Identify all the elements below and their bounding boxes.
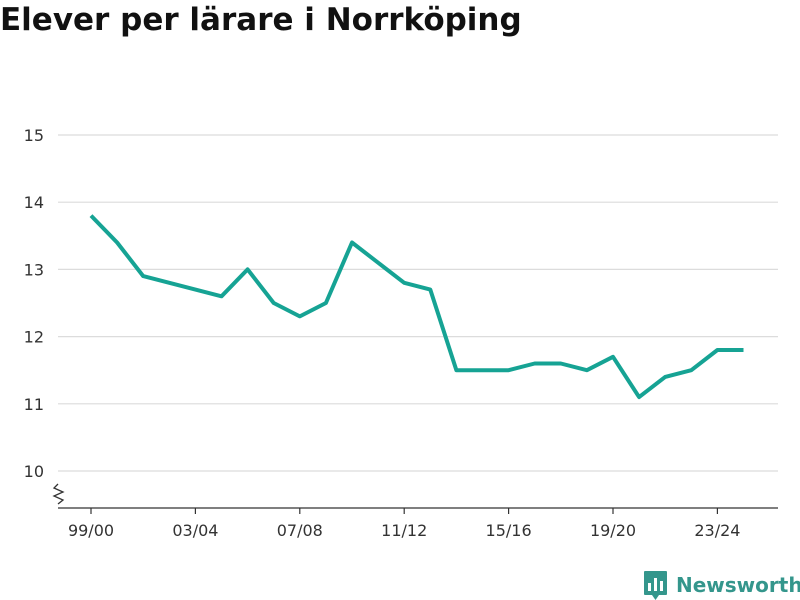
brand-logo: Newsworthy	[643, 569, 800, 600]
x-tick-label: 07/08	[277, 521, 323, 540]
x-tick-label: 23/24	[694, 521, 740, 540]
x-tick-label: 99/00	[68, 521, 114, 540]
x-tick-label: 11/12	[381, 521, 427, 540]
y-tick-label: 15	[24, 126, 44, 145]
y-tick-label: 13	[24, 260, 44, 279]
x-tick-label: 15/16	[486, 521, 532, 540]
y-tick-label: 10	[24, 462, 44, 481]
y-tick-label: 14	[24, 193, 44, 212]
y-axis-break-mark	[52, 483, 65, 505]
chart-title: Elever per lärare i Norrköping	[0, 2, 522, 38]
y-axis-tick-labels: 10 11 12 13 14 15	[24, 126, 65, 505]
y-tick-label: 12	[24, 328, 44, 347]
bar-chart-speech-bubble-icon	[644, 570, 667, 600]
x-tick-label: 03/04	[172, 521, 218, 540]
gridlines	[58, 134, 778, 472]
y-tick-label: 11	[24, 395, 44, 414]
series-line	[89, 214, 744, 400]
series-group	[89, 214, 744, 400]
x-axis: 99/00 03/04 07/08 11/12 15/16 19/20 23/24	[58, 507, 778, 540]
brand-name: Newsworthy	[676, 573, 800, 597]
x-tick-label: 19/20	[590, 521, 636, 540]
